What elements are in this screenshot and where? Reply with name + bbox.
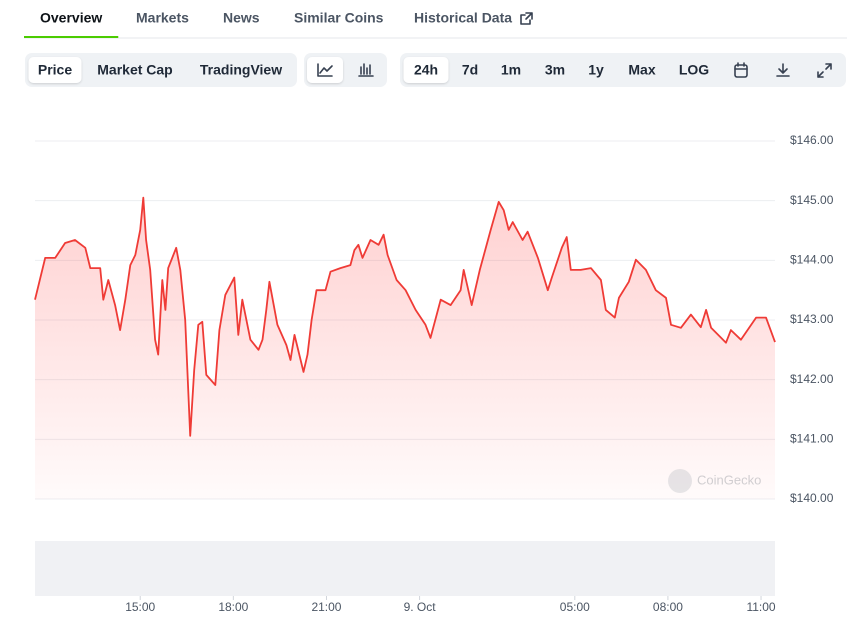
button-label[interactable]: 1m [501,62,521,78]
volume-band [35,541,775,596]
active-button-bg [403,57,449,83]
candle-chart-icon[interactable] [358,63,374,77]
x-tick-label: 11:00 [746,600,775,614]
price-line [34,196,776,437]
button-label[interactable]: Max [628,62,655,78]
tab[interactable]: Markets [136,10,189,26]
active-button-bg [28,57,82,83]
tab[interactable]: News [223,10,260,26]
tab[interactable]: Overview [40,10,102,26]
x-tick-label: 21:00 [311,600,341,614]
tab[interactable]: Historical Data [414,10,512,26]
button-label[interactable]: 3m [545,62,565,78]
button-label[interactable]: Price [38,62,72,78]
fullscreen-icon[interactable] [817,63,832,78]
button-label[interactable]: TradingView [200,62,282,78]
y-tick-label: $142.00 [790,372,834,386]
price-area [35,197,775,499]
x-tick-label: 05:00 [560,600,590,614]
calendar-icon[interactable] [734,62,748,78]
active-tab-indicator [24,36,119,38]
chart-tab-group [25,53,297,87]
watermark: CoinGecko [668,469,761,493]
range-group [400,53,846,87]
tab[interactable]: Similar Coins [294,10,384,26]
y-tick-label: $146.00 [790,133,834,147]
button-label[interactable]: LOG [679,62,709,78]
x-tick-label: 9. Oct [404,600,437,614]
download-icon[interactable] [776,63,790,77]
x-tick-label: 15:00 [125,600,155,614]
watermark-logo [668,469,692,493]
external-link-icon[interactable] [520,12,533,25]
watermark-text: CoinGecko [697,472,761,487]
y-tick-label: $141.00 [790,432,834,446]
button-label[interactable]: 24h [414,62,438,78]
tab-bar: Overview Markets News Similar Coins Historic… [24,10,512,38]
plot: $140.00 $141.00 $142.00 $143.00 $144.00 $145.… [34,133,834,614]
x-tick-label: 08:00 [653,600,683,614]
line-chart-icon [317,63,333,77]
x-tick-label: 18:00 [218,600,248,614]
button-label[interactable]: 7d [462,62,478,78]
button-label[interactable]: 1y [588,62,604,78]
button-label[interactable]: Market Cap [97,62,172,78]
y-tick-label: $143.00 [790,312,834,326]
y-tick-label: $145.00 [790,193,834,207]
y-tick-label: $144.00 [790,253,834,267]
buttons: Price Market Cap TradingView 24h 7d 1m 3m 1y Max… [28,57,709,83]
y-tick-label: $140.00 [790,491,834,505]
